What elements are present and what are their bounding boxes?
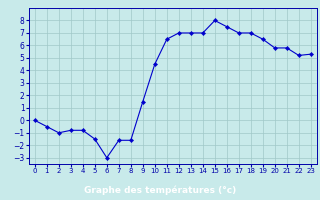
- Text: Graphe des températures (°c): Graphe des températures (°c): [84, 185, 236, 195]
